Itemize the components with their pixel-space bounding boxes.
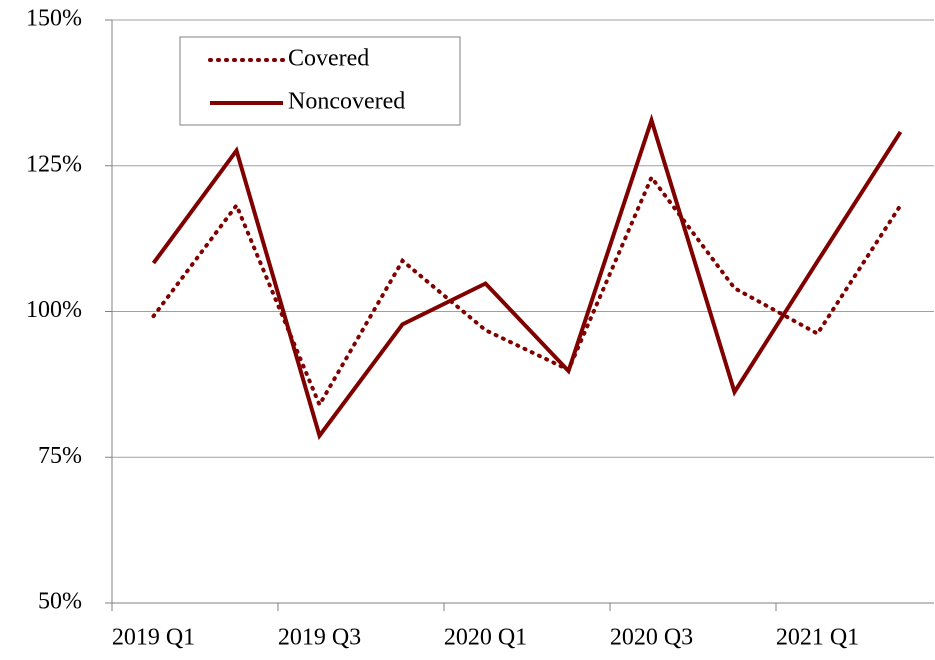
x-tick-label: 2020 Q1 — [444, 625, 527, 651]
y-tick-label: 150% — [26, 6, 82, 32]
y-tick-label: 75% — [38, 443, 82, 469]
x-tick-label: 2019 Q3 — [278, 625, 361, 651]
x-tick-label: 2021 Q1 — [776, 625, 859, 651]
x-tick-label: 2020 Q3 — [610, 625, 693, 651]
y-tick-label: 50% — [38, 589, 82, 615]
line-series — [151, 173, 903, 410]
y-tick-label: 125% — [26, 151, 82, 177]
y-tick-label: 100% — [26, 297, 82, 323]
x-tick-label: 2019 Q1 — [112, 625, 195, 651]
legend-box — [179, 36, 461, 126]
legend-label: Covered — [288, 46, 369, 72]
legend-label: Noncovered — [288, 89, 405, 115]
line-series — [151, 113, 903, 441]
